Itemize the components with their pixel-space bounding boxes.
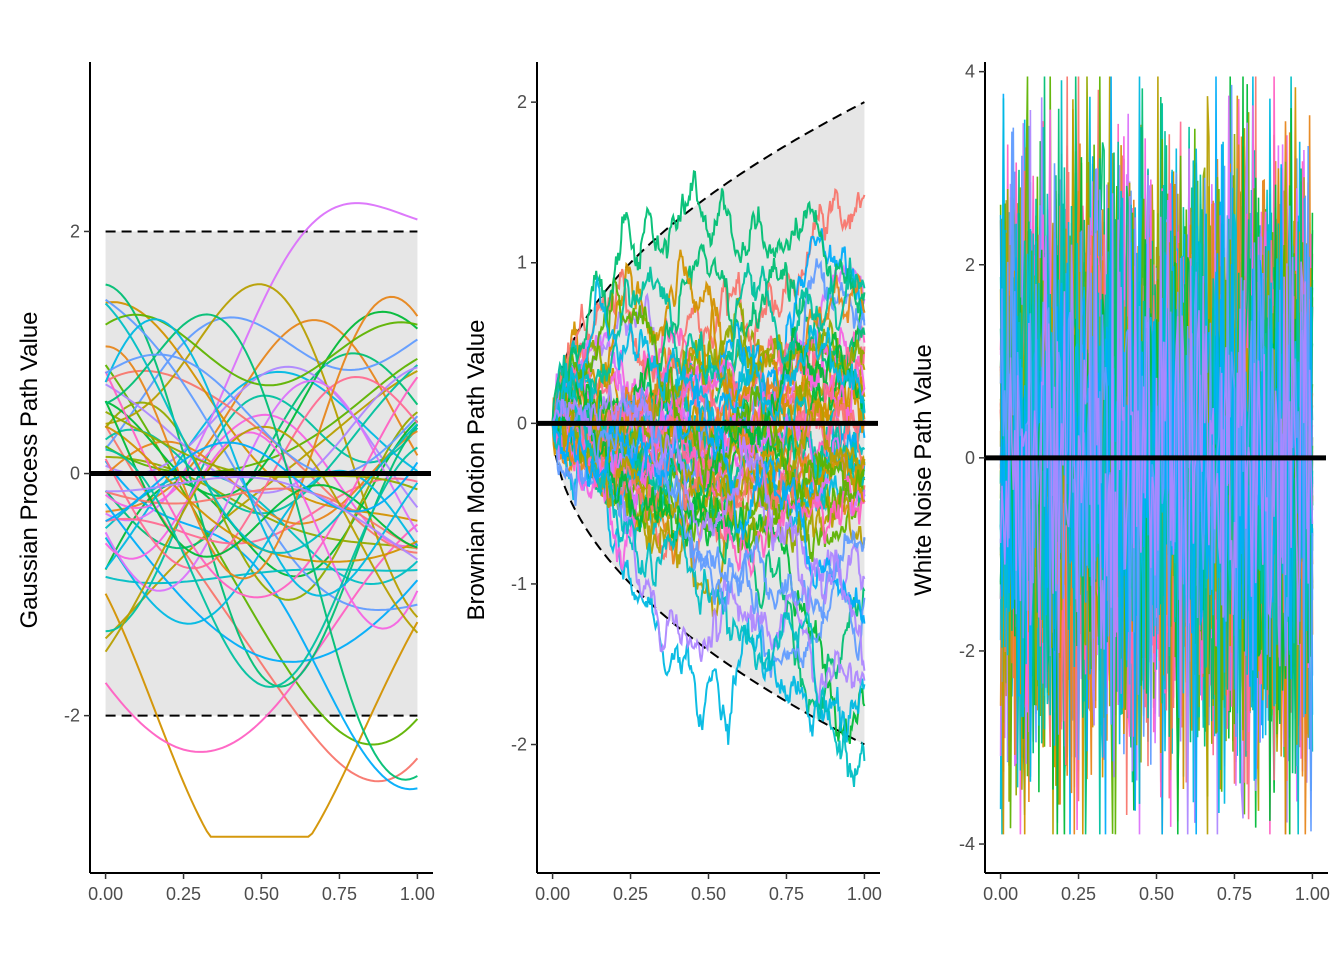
series-path <box>105 353 419 476</box>
panel-gaussian-process: 0.00 0.25 0.50 0.75 1.00 -2 0 2 Gaussian Proces… <box>16 62 435 904</box>
panel-brownian-motion: 0.00 0.25 0.50 0.75 1.00 -2 -1 0 1 2 Brownian Mot… <box>463 62 882 904</box>
x-tick-label: 0.00 <box>88 884 123 904</box>
bm-ticks-layer: 0.00 0.25 0.50 0.75 1.00 -2 -1 0 1 2 <box>511 62 882 904</box>
y-tick-label: 2 <box>70 221 80 241</box>
series-path <box>999 174 1314 835</box>
series-path <box>551 275 866 447</box>
series-path <box>104 431 419 630</box>
wn-ticks-layer: 0.00 0.25 0.50 0.75 1.00 -4 -2 0 2 4 <box>959 62 1330 904</box>
x-tick-label: 0.25 <box>1061 884 1096 904</box>
series-path <box>551 363 866 788</box>
y-tick-label: -2 <box>64 706 80 726</box>
series-path <box>105 476 418 561</box>
x-tick-label: 1.00 <box>1295 884 1330 904</box>
series-path <box>551 387 866 623</box>
series-path <box>105 319 419 513</box>
bm-paths-layer <box>537 101 878 788</box>
series-path <box>105 568 418 585</box>
x-tick-label: 0.25 <box>613 884 648 904</box>
series-path <box>104 375 419 570</box>
series-path <box>104 400 418 558</box>
series-path <box>104 523 419 753</box>
series-path <box>105 487 418 550</box>
series-path <box>105 283 419 618</box>
x-tick-label: 0.25 <box>166 884 201 904</box>
series-path <box>104 503 419 663</box>
y-tick-label: 4 <box>965 62 975 82</box>
x-tick-label: 0.00 <box>983 884 1018 904</box>
series-path <box>551 326 866 547</box>
gp-y-axis-title: Gaussian Process Path Value <box>16 311 43 628</box>
y-tick-label: 0 <box>517 413 527 433</box>
series-path <box>104 430 418 525</box>
series-path <box>551 297 865 468</box>
series-path <box>105 446 418 688</box>
x-tick-label: 0.50 <box>1139 884 1174 904</box>
series-path <box>105 202 418 522</box>
series-path <box>105 295 419 580</box>
series-path <box>105 313 418 781</box>
x-tick-label: 0.75 <box>1217 884 1252 904</box>
series-path <box>552 339 866 553</box>
series-path <box>551 367 866 523</box>
series-path <box>104 419 419 578</box>
series-path <box>104 318 419 597</box>
y-tick-label: 2 <box>517 92 527 112</box>
series-path <box>104 379 419 592</box>
series-path <box>104 316 418 450</box>
series-path <box>551 384 866 671</box>
y-tick-label: 0 <box>70 464 80 484</box>
y-tick-label: -2 <box>511 735 527 755</box>
series-path <box>104 352 419 550</box>
series-path <box>105 298 418 612</box>
x-tick-label: 0.75 <box>769 884 804 904</box>
series-path <box>551 257 866 434</box>
band-upper-line <box>551 101 865 424</box>
x-tick-label: 0.00 <box>535 884 570 904</box>
x-tick-label: 0.50 <box>244 884 279 904</box>
y-tick-label: 1 <box>517 253 527 273</box>
bm-y-axis-title: Brownian Motion Path Value <box>463 319 490 620</box>
x-tick-label: 0.50 <box>691 884 726 904</box>
series-path <box>551 328 866 572</box>
wn-paths-layer <box>985 76 1326 835</box>
series-path <box>104 364 419 746</box>
y-tick-label: -2 <box>959 641 975 661</box>
x-tick-label: 0.75 <box>322 884 357 904</box>
series-path <box>104 302 419 554</box>
y-tick-label: 0 <box>965 448 975 468</box>
series-path <box>104 593 419 838</box>
series-path <box>104 469 419 625</box>
y-tick-label: -1 <box>511 574 527 594</box>
series-path <box>105 441 419 522</box>
gp-ticks-layer: 0.00 0.25 0.50 0.75 1.00 -2 0 2 <box>64 62 435 904</box>
panel-white-noise: 0.00 0.25 0.50 0.75 1.00 -4 -2 0 2 4 White Noise … <box>910 62 1330 904</box>
series-path <box>551 249 865 507</box>
band-lower-line <box>551 423 865 746</box>
y-tick-label: 2 <box>965 255 975 275</box>
gp-paths-layer <box>90 202 431 838</box>
wn-y-axis-title: White Noise Path Value <box>910 344 937 596</box>
series-path <box>104 401 419 601</box>
x-tick-label: 1.00 <box>400 884 435 904</box>
x-tick-label: 1.00 <box>847 884 882 904</box>
series-path <box>551 170 866 424</box>
y-tick-label: -4 <box>959 834 975 854</box>
